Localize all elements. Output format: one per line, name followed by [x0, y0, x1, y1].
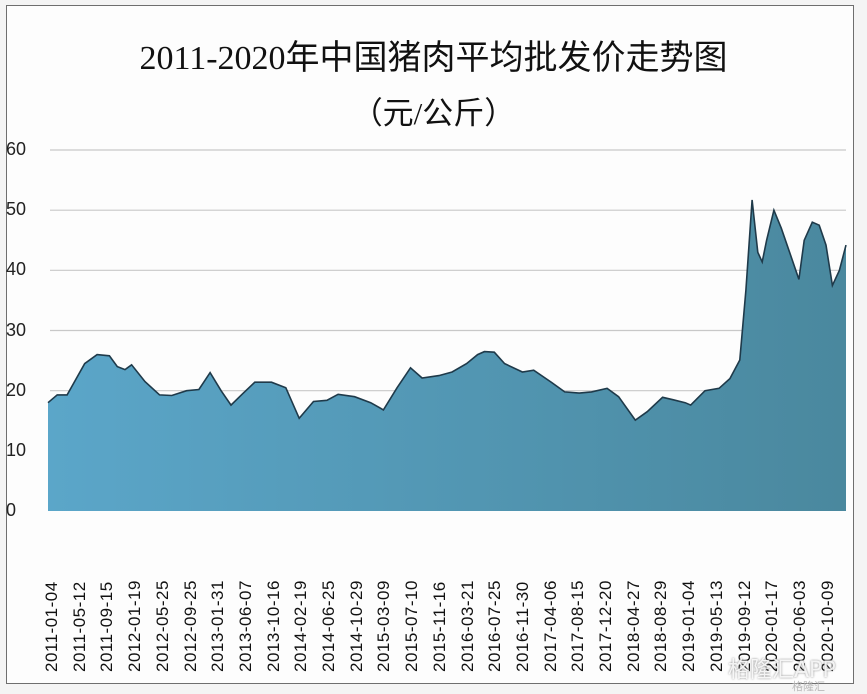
- x-tick-label: 2018-04-27: [623, 580, 643, 672]
- x-tick-label: 2015-11-16: [429, 581, 449, 672]
- x-tick-label: 2015-07-10: [402, 580, 422, 672]
- x-tick-label: 2016-03-21: [457, 580, 477, 672]
- chart-frame: [6, 5, 854, 684]
- chart-title: 2011-2020年中国猪肉平均批发价走势图: [139, 40, 728, 77]
- watermark: 格隆汇APP: [728, 658, 836, 683]
- x-tick-label: 2016-07-25: [485, 580, 505, 672]
- y-tick-label: 20: [6, 379, 27, 400]
- x-tick-label: 2018-08-29: [651, 580, 671, 672]
- x-tick-label: 2019-05-13: [706, 580, 726, 672]
- x-tick-label: 2019-01-04: [679, 580, 699, 672]
- price-line: [47, 199, 847, 422]
- x-tick-label: 2016-11-30: [512, 581, 532, 672]
- x-tick-label: 2014-02-19: [291, 580, 311, 672]
- x-tick-label: 2013-10-16: [263, 580, 283, 672]
- x-tick-label: 2011-01-04: [42, 581, 61, 672]
- x-tick-label: 2012-05-25: [152, 580, 172, 672]
- watermark-sub: 格隆汇: [792, 680, 825, 693]
- x-tick-label: 2015-03-09: [374, 580, 394, 672]
- y-tick-label: 30: [6, 319, 27, 340]
- y-tick-label: 40: [6, 259, 27, 280]
- x-tick-label: 2012-01-19: [125, 580, 145, 672]
- price-area: [48, 199, 846, 511]
- x-tick-label: 2017-08-15: [568, 580, 588, 672]
- y-tick-label: 60: [6, 139, 27, 159]
- x-tick-label: 2013-06-07: [235, 580, 255, 672]
- y-tick-label: 50: [6, 199, 27, 220]
- x-tick-label: 2012-09-25: [180, 580, 200, 672]
- x-tick-label: 2017-04-06: [540, 580, 560, 672]
- x-tick-label: 2011-05-12: [69, 581, 89, 672]
- x-tick-label: 2011-09-15: [97, 581, 117, 672]
- x-tick-label: 2014-10-29: [346, 580, 366, 672]
- x-tick-label: 2013-01-31: [208, 580, 228, 672]
- y-tick-label: 10: [6, 439, 27, 460]
- x-tick-label: 2017-12-20: [596, 580, 615, 672]
- x-tick-label: 2014-06-25: [319, 580, 338, 672]
- chart-subtitle-unit: （元/公斤）: [351, 96, 516, 131]
- y-tick-label: 0: [6, 500, 17, 520]
